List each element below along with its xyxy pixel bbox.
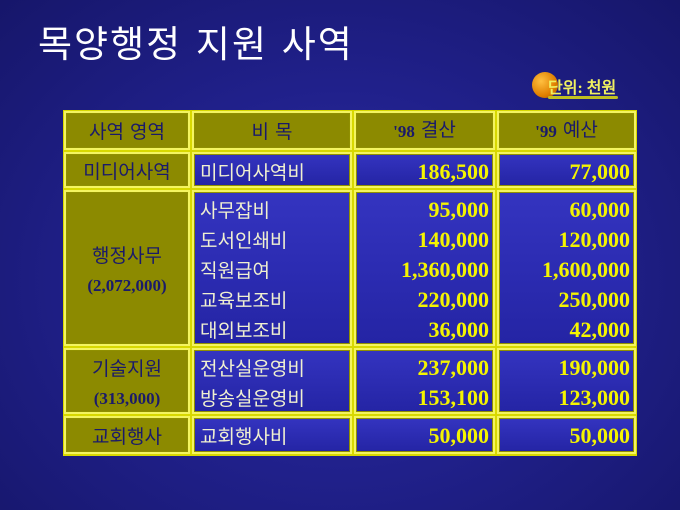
row-99-values: 60,000 120,000 1,600,000 250,000 42,000 <box>497 190 636 346</box>
unit-label: 단위: 천원 <box>532 70 642 104</box>
value-99: 50,000 <box>569 423 631 448</box>
row-items: 교회행사비 <box>192 416 352 454</box>
value-98: 36,000 <box>428 317 490 342</box>
value-98: 1,360,000 <box>401 257 489 282</box>
value-99: 42,000 <box>569 317 631 342</box>
item-name: 전산실운영비 <box>200 358 305 380</box>
header-98-year: '98 <box>393 122 415 141</box>
value-98: 140,000 <box>417 227 490 252</box>
item-name: 직원급여 <box>200 260 270 282</box>
row-area: 교회행사 <box>64 416 190 454</box>
header-area: 사역 영역 <box>64 111 190 150</box>
value-98: 186,500 <box>417 159 490 184</box>
value-98: 95,000 <box>428 197 490 222</box>
header-item: 비 목 <box>192 111 352 150</box>
item-name: 방송실운영비 <box>200 388 305 410</box>
area-name: 교회행사 <box>92 425 162 448</box>
row-99-values: 50,000 <box>497 416 636 454</box>
header-98-label: 결산 <box>420 119 456 141</box>
item-name: 교회행사비 <box>200 426 288 448</box>
header-99: '99 예산 <box>497 111 636 150</box>
row-99-values: 77,000 <box>497 152 636 188</box>
row-98-values: 95,000 140,000 1,360,000 220,000 36,000 <box>354 190 495 346</box>
value-98: 153,100 <box>417 385 490 410</box>
item-name: 사무잡비 <box>200 200 270 222</box>
area-subtotal: (2,072,000) <box>87 275 167 295</box>
header-98: '98 결산 <box>354 111 495 150</box>
row-98-values: 237,000 153,100 <box>354 348 495 414</box>
item-name: 미디어사역비 <box>200 162 305 184</box>
row-area: 미디어사역 <box>64 152 190 188</box>
value-99: 250,000 <box>558 287 631 312</box>
row-area: 기술지원 (313,000) <box>64 348 190 414</box>
header-99-label: 예산 <box>562 119 598 141</box>
value-99: 190,000 <box>558 355 631 380</box>
value-98: 220,000 <box>417 287 490 312</box>
underline-decoration <box>548 96 618 99</box>
area-name: 행정사무 <box>92 244 162 267</box>
row-98-values: 50,000 <box>354 416 495 454</box>
row-area: 행정사무 (2,072,000) <box>64 190 190 346</box>
item-name: 도서인쇄비 <box>200 230 288 252</box>
value-99: 1,600,000 <box>542 257 630 282</box>
value-98: 237,000 <box>417 355 490 380</box>
value-99: 60,000 <box>569 197 631 222</box>
row-98-values: 186,500 <box>354 152 495 188</box>
value-99: 123,000 <box>558 385 631 410</box>
area-name: 미디어사역 <box>83 160 171 183</box>
item-name: 대외보조비 <box>200 320 288 342</box>
slide-title: 목양행정 지원 사역 <box>38 23 354 66</box>
row-99-values: 190,000 123,000 <box>497 348 636 414</box>
value-98: 50,000 <box>428 423 490 448</box>
area-subtotal: (313,000) <box>93 388 161 408</box>
orange-ball-icon <box>532 72 558 98</box>
value-99: 77,000 <box>569 159 631 184</box>
unit-text: 단위: 천원 <box>548 80 617 97</box>
item-name: 교육보조비 <box>200 290 288 312</box>
row-items: 미디어사역비 <box>192 152 352 188</box>
header-99-year: '99 <box>535 122 557 141</box>
area-name: 기술지원 <box>92 357 162 380</box>
budget-table: 사역 영역 비 목 '98 결산 '99 예산 미디어사역 미디어사역비 186,… <box>63 110 637 456</box>
value-99: 120,000 <box>558 227 631 252</box>
